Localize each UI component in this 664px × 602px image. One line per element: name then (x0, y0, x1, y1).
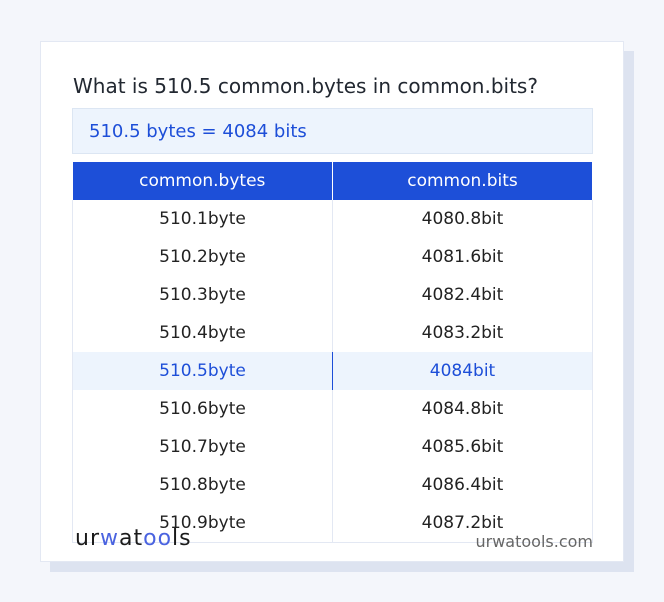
bits-cell: 4084bit (332, 352, 593, 390)
bytes-cell: 510.8byte (72, 466, 333, 504)
bytes-cell: 510.2byte (72, 238, 333, 276)
bits-cell: 4085.6bit (332, 428, 593, 466)
bytes-cell: 510.1byte (72, 200, 333, 238)
bytes-cell: 510.5byte (72, 352, 333, 390)
bits-cell: 4080.8bit (332, 200, 593, 238)
bits-cell: 4086.4bit (332, 466, 593, 504)
table-row: 510.7byte 4085.6bit (72, 428, 593, 466)
bytes-cell: 510.9byte (72, 504, 333, 543)
answer-box: 510.5 bytes = 4084 bits (72, 108, 593, 154)
conversion-table: common.bytes common.bits 510.1byte 4080.8… (72, 162, 593, 543)
table-row: 510.1byte 4080.8bit (72, 200, 593, 238)
bytes-cell: 510.3byte (72, 276, 333, 314)
bits-cell: 4082.4bit (332, 276, 593, 314)
bytes-cell: 510.4byte (72, 314, 333, 352)
table-row: 510.4byte 4083.2bit (72, 314, 593, 352)
bits-cell: 4083.2bit (332, 314, 593, 352)
table-row: 510.3byte 4082.4bit (72, 276, 593, 314)
table-row: 510.8byte 4086.4bit (72, 466, 593, 504)
table-row: 510.6byte 4084.8bit (72, 390, 593, 428)
site-url[interactable]: urwatools.com (475, 532, 594, 551)
table-row: 510.9byte 4087.2bit (72, 504, 593, 543)
bits-cell: 4084.8bit (332, 390, 593, 428)
bytes-cell: 510.6byte (72, 390, 333, 428)
bytes-cell: 510.7byte (72, 428, 333, 466)
table-row: 510.2byte 4081.6bit (72, 238, 593, 276)
column-header-bits: common.bits (332, 162, 593, 200)
column-header-bytes: common.bytes (72, 162, 333, 200)
table-row-highlighted: 510.5byte 4084bit (72, 352, 593, 390)
urwatools-logo[interactable]: urwatools (75, 526, 192, 551)
page-title: What is 510.5 common.bytes in common.bit… (73, 74, 538, 98)
converter-card: What is 510.5 common.bytes in common.bit… (40, 41, 624, 562)
bits-cell: 4087.2bit (332, 504, 593, 543)
bits-cell: 4081.6bit (332, 238, 593, 276)
